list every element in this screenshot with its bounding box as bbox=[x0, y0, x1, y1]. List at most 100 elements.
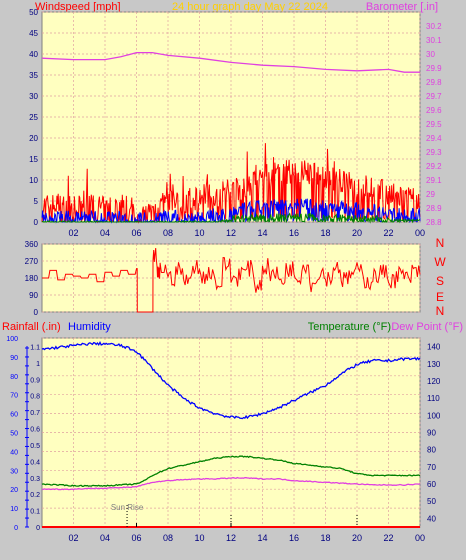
humidity-y-tick-label: 0 bbox=[14, 525, 18, 532]
direction-y-tick-label: 360 bbox=[25, 240, 39, 249]
rainfall-y-tick-label: 0.3 bbox=[30, 476, 40, 483]
wind-y-tick-label: 30 bbox=[29, 92, 38, 101]
humidity-y-tick-label: 50 bbox=[10, 431, 18, 438]
wind-y-tick-label: 45 bbox=[29, 29, 38, 38]
wind-x-tick-label: 16 bbox=[289, 228, 299, 238]
rainfall-y-tick-label: 1.1 bbox=[30, 345, 40, 352]
direction-y-tick-label: 270 bbox=[25, 257, 39, 266]
humidity-x-tick-label: 20 bbox=[352, 533, 362, 543]
rainfall-y-tick-label: 0.2 bbox=[30, 492, 40, 499]
rainfall-y-tick-label: 0.6 bbox=[30, 427, 40, 434]
sunrise-label: Sun Rise bbox=[111, 503, 144, 512]
humidity-axis-title: Humidity bbox=[68, 321, 111, 333]
wind-y-tick-label: 5 bbox=[34, 197, 39, 206]
chart-title: 24 hour graph day May 22 2024 bbox=[172, 1, 328, 13]
rainfall-y-tick-label: 0.5 bbox=[30, 443, 40, 450]
humidity-x-tick-label: 06 bbox=[131, 533, 141, 543]
wind-x-tick-label: 10 bbox=[194, 228, 204, 238]
compass-label: N bbox=[436, 304, 445, 318]
temperature-y-tick-label: 80 bbox=[427, 446, 436, 455]
barometer-y-tick-label: 29.1 bbox=[426, 176, 442, 185]
direction-y-tick-label: 90 bbox=[29, 291, 38, 300]
rainfall-y-tick-label: 0 bbox=[36, 525, 40, 532]
temperature-y-tick-label: 50 bbox=[427, 497, 436, 506]
humidity-x-tick-label: 22 bbox=[383, 533, 393, 543]
humidity-y-tick-label: 30 bbox=[10, 468, 18, 475]
wind-x-tick-label: 14 bbox=[257, 228, 267, 238]
compass-label: W bbox=[434, 255, 446, 269]
humidity-x-tick-label: 12 bbox=[226, 533, 236, 543]
wind-x-tick-label: 00 bbox=[415, 228, 425, 238]
humidity-y-tick-label: 100 bbox=[6, 336, 18, 343]
wind-y-tick-label: 10 bbox=[29, 176, 38, 185]
wind-y-tick-label: 40 bbox=[29, 50, 38, 59]
barometer-axis-title: Barometer [.in] bbox=[366, 1, 438, 13]
humidity-y-tick-label: 60 bbox=[10, 412, 18, 419]
barometer-y-tick-label: 29.6 bbox=[426, 106, 442, 115]
humidity-y-tick-label: 70 bbox=[10, 393, 18, 400]
barometer-y-tick-label: 28.9 bbox=[426, 204, 442, 213]
dew-point-axis-title: Dew Point (°F) bbox=[391, 321, 463, 333]
wind-x-tick-label: 12 bbox=[226, 228, 236, 238]
temperature-y-tick-label: 60 bbox=[427, 480, 436, 489]
barometer-y-tick-label: 29.5 bbox=[426, 120, 442, 129]
wind-y-tick-label: 25 bbox=[29, 113, 38, 122]
rainfall-y-tick-label: 0.1 bbox=[30, 509, 40, 516]
rainfall-y-tick-label: 0.7 bbox=[30, 410, 40, 417]
barometer-y-tick-label: 28.8 bbox=[426, 218, 442, 227]
barometer-y-tick-label: 30 bbox=[426, 50, 435, 59]
barometer-y-tick-label: 29.8 bbox=[426, 78, 442, 87]
barometer-y-tick-label: 29 bbox=[426, 190, 435, 199]
dew-point-series-line bbox=[41, 476, 421, 491]
barometer-series-line bbox=[41, 51, 420, 73]
humidity-y-tick-label: 90 bbox=[10, 355, 18, 362]
temperature-y-tick-label: 130 bbox=[427, 360, 441, 369]
temperature-y-tick-label: 70 bbox=[427, 463, 436, 472]
humidity-series-line bbox=[41, 340, 421, 420]
temperature-y-tick-label: 90 bbox=[427, 429, 436, 438]
humidity-x-tick-label: 02 bbox=[68, 533, 78, 543]
barometer-y-tick-label: 29.3 bbox=[426, 148, 442, 157]
temperature-axis-title: Temperature (°F) bbox=[308, 321, 391, 333]
compass-label: N bbox=[436, 236, 445, 250]
temperature-y-tick-label: 40 bbox=[427, 514, 436, 523]
rainfall-y-tick-label: 0.4 bbox=[30, 459, 40, 466]
direction-y-tick-label: 0 bbox=[34, 308, 39, 317]
humidity-x-tick-label: 16 bbox=[289, 533, 299, 543]
wind-x-tick-label: 08 bbox=[163, 228, 173, 238]
barometer-y-tick-label: 29.4 bbox=[426, 134, 442, 143]
humidity-y-tick-label: 20 bbox=[10, 487, 18, 494]
wind-x-tick-label: 22 bbox=[383, 228, 393, 238]
compass-label: E bbox=[436, 290, 444, 304]
temperature-y-tick-label: 140 bbox=[427, 343, 441, 352]
rainfall-y-tick-label: 0.8 bbox=[30, 394, 40, 401]
wind-minimum-series-line bbox=[41, 212, 421, 224]
temperature-y-tick-label: 110 bbox=[427, 394, 440, 403]
humidity-y-tick-label: 80 bbox=[10, 374, 18, 381]
rainfall-axis-title: Rainfall (.in) bbox=[2, 321, 61, 333]
windspeed-axis-title: Windspeed [mph] bbox=[35, 1, 121, 13]
humidity-y-tick-label: 10 bbox=[10, 506, 18, 513]
wind-y-tick-label: 50 bbox=[29, 8, 38, 17]
barometer-y-tick-label: 30.2 bbox=[426, 22, 442, 31]
compass-label: S bbox=[436, 274, 444, 288]
wind-x-tick-label: 18 bbox=[320, 228, 330, 238]
humidity-x-tick-label: 08 bbox=[163, 533, 173, 543]
humidity-x-tick-label: 18 bbox=[320, 533, 330, 543]
wind-y-tick-label: 15 bbox=[29, 155, 38, 164]
barometer-y-tick-label: 29.7 bbox=[426, 92, 442, 101]
temperature-y-tick-label: 120 bbox=[427, 377, 441, 386]
barometer-y-tick-label: 29.2 bbox=[426, 162, 442, 171]
wind-x-tick-label: 04 bbox=[100, 228, 110, 238]
direction-y-tick-label: 180 bbox=[25, 274, 39, 283]
wind-direction-series-line bbox=[42, 247, 421, 313]
humidity-x-tick-label: 04 bbox=[100, 533, 110, 543]
rainfall-y-tick-label: 1 bbox=[36, 361, 40, 368]
rainfall-y-tick-label: 0.9 bbox=[30, 377, 40, 384]
humidity-x-tick-label: 00 bbox=[415, 533, 425, 543]
humidity-y-tick-label: 40 bbox=[10, 449, 18, 456]
wind-y-tick-label: 20 bbox=[29, 134, 38, 143]
temperature-series-line bbox=[41, 455, 421, 487]
